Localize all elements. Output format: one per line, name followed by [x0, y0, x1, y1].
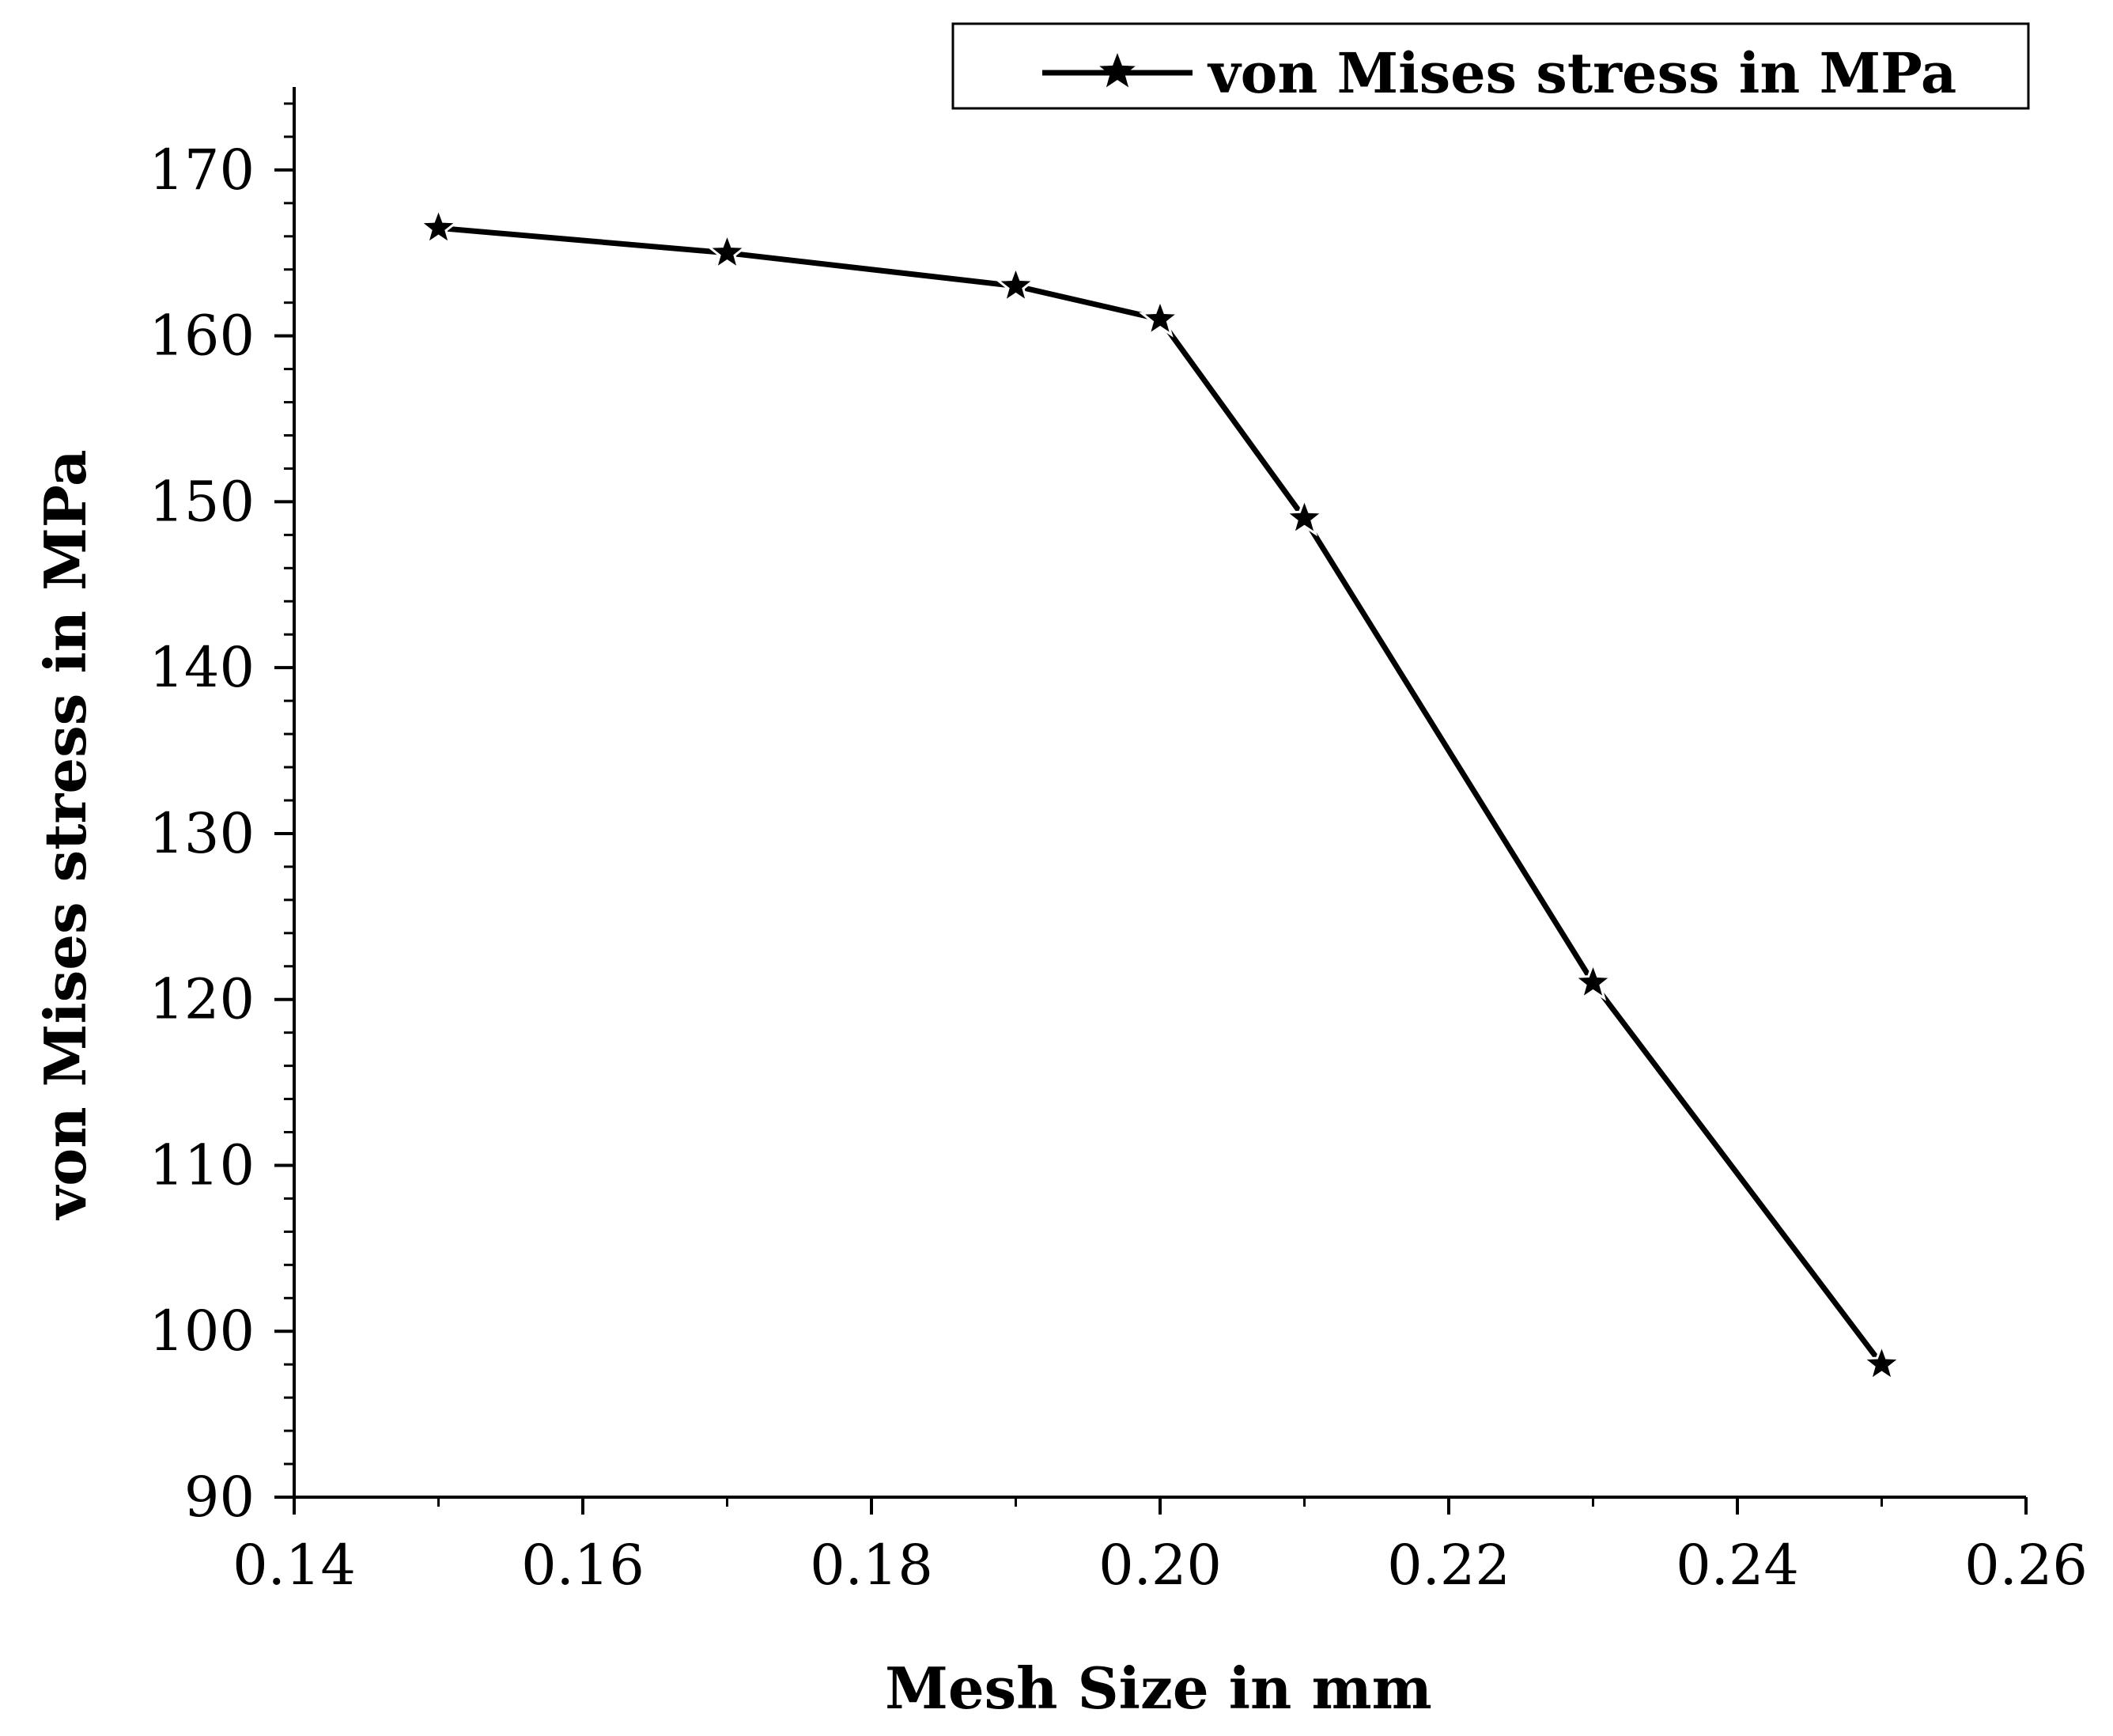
- series-line: [438, 225, 1884, 1367]
- x-tick-label: 0.14: [232, 1533, 356, 1598]
- data-point-star: [1860, 1341, 1903, 1383]
- ticks: 0.14 0.16 0.18 0.20 0.22 0.24 0.26 90 100 110 120 1…: [149, 102, 2088, 1598]
- data-point-star: [1283, 496, 1326, 537]
- y-axis-title: von Mises stress in MPa: [32, 449, 99, 1220]
- y-tick-label: 100: [149, 1299, 255, 1363]
- series-layer: [417, 205, 1903, 1383]
- y-tick-label: 110: [149, 1133, 255, 1197]
- data-point-star: [994, 263, 1038, 304]
- x-tick-label: 0.20: [1098, 1533, 1222, 1598]
- y-tick-label: 160: [149, 304, 255, 369]
- x-tick-label: 0.16: [521, 1533, 644, 1598]
- y-tick-label: 130: [149, 801, 255, 866]
- legend-label: von Mises stress in MPa: [1207, 40, 1956, 106]
- x-tick-label: 0.26: [1964, 1533, 2088, 1598]
- x-tick-label: 0.24: [1676, 1533, 1799, 1598]
- y-tick-label: 150: [149, 469, 255, 534]
- y-tick-label: 120: [149, 967, 255, 1032]
- x-axis-title: Mesh Size in mm: [885, 1655, 1432, 1722]
- y-tick-label: 170: [149, 138, 255, 202]
- y-tick-label: 140: [149, 635, 255, 700]
- data-point-star: [1571, 960, 1615, 1001]
- data-point-star: [1139, 297, 1181, 338]
- x-tick-label: 0.22: [1387, 1533, 1510, 1598]
- legend: von Mises stress in MPa: [951, 22, 2030, 110]
- x-tick-label: 0.18: [810, 1533, 933, 1598]
- data-point-star: [417, 205, 460, 247]
- y-tick-label: 90: [184, 1465, 255, 1530]
- legend-marker-star-icon: [1099, 53, 1136, 88]
- data-point-star: [705, 230, 749, 271]
